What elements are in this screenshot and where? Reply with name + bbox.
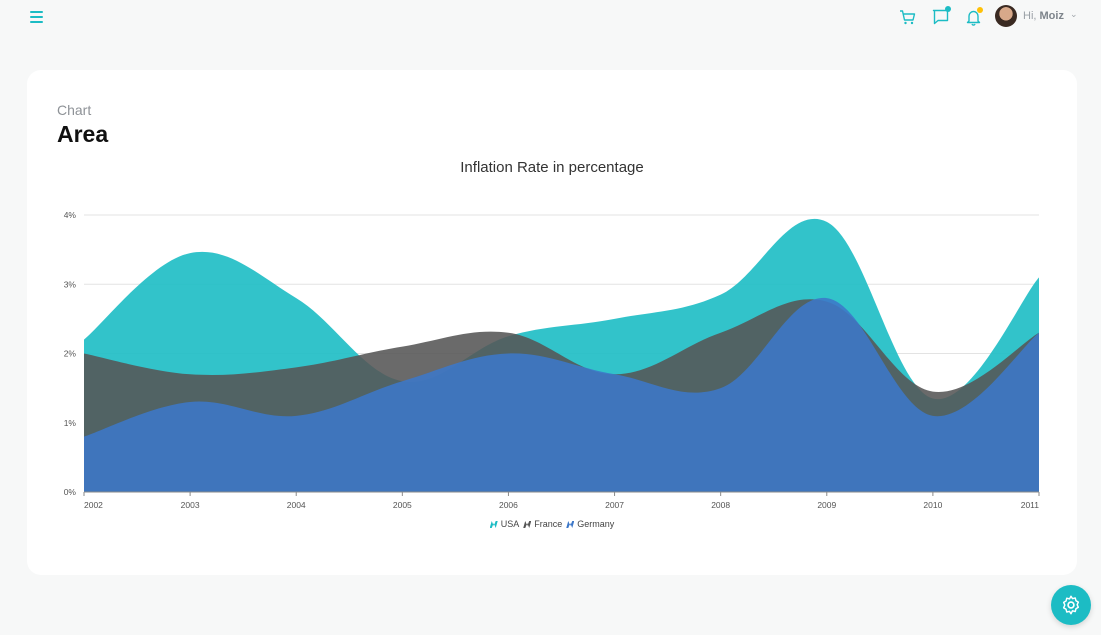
chevron-down-icon[interactable]: ⌄ [1070, 9, 1078, 19]
x-tick-label: 2007 [605, 500, 624, 510]
x-tick-label: 2009 [817, 500, 836, 510]
y-tick-label: 1% [64, 418, 77, 428]
y-tick-label: 0% [64, 487, 77, 497]
chart-card: Chart Area Inflation Rate in percentage … [27, 70, 1077, 575]
greeting-prefix: Hi, [1023, 10, 1037, 22]
bell-icon[interactable] [964, 7, 984, 27]
x-tick-label: 2008 [711, 500, 730, 510]
legend-item-france[interactable]: France [523, 519, 562, 529]
x-tick-label: 2006 [499, 500, 518, 510]
card-title: Area [57, 121, 109, 147]
area-chart: 0% 1% 2% 3% 4% 2002 2003 2004 2005 2006 2007 2008 20… [64, 210, 1040, 510]
x-tick-label: 2010 [923, 500, 942, 510]
legend-label: Germany [577, 519, 615, 529]
chat-icon[interactable] [931, 6, 951, 27]
x-tick-label: 2011 [1021, 500, 1040, 510]
gear-icon [1062, 595, 1080, 615]
legend-swatch-icon [566, 521, 575, 528]
user-name: Moiz [1039, 10, 1064, 22]
chat-notification-dot [945, 6, 951, 12]
chart-legend: USA France Germany [27, 519, 1077, 529]
top-bar: Hi, Moiz ⌄ [0, 0, 1101, 36]
card-subtitle: Chart [57, 102, 92, 118]
y-tick-label: 3% [64, 279, 77, 289]
legend-label: France [534, 519, 563, 529]
chart-title: Inflation Rate in percentage [460, 159, 644, 176]
x-tick-label: 2004 [287, 500, 306, 510]
menu-icon[interactable] [30, 10, 45, 24]
x-tick-label: 2003 [181, 500, 200, 510]
legend-item-usa[interactable]: USA [489, 519, 520, 529]
legend-item-germany[interactable]: Germany [566, 519, 614, 529]
avatar[interactable] [995, 5, 1017, 27]
user-greeting[interactable]: Hi, Moiz [1023, 10, 1064, 22]
y-tick-label: 4% [64, 210, 77, 220]
area-series-germany[interactable] [84, 297, 1039, 492]
legend-swatch-icon [523, 521, 532, 528]
legend-label: USA [500, 519, 520, 529]
legend-swatch-icon [489, 521, 498, 528]
cart-icon[interactable] [898, 7, 918, 27]
x-tick-label: 2002 [84, 500, 103, 510]
settings-button[interactable] [1051, 585, 1091, 625]
x-tick-label: 2005 [393, 500, 412, 510]
y-tick-label: 2% [64, 349, 77, 359]
bell-notification-dot [977, 7, 983, 13]
